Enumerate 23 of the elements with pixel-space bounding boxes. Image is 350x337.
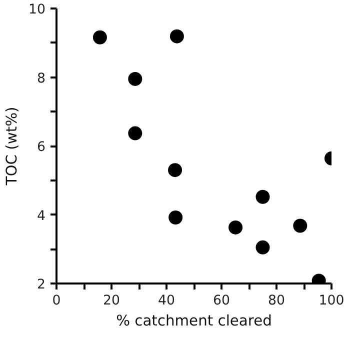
point	[170, 29, 184, 44]
point	[128, 72, 142, 86]
x-axis-title: % catchment cleared	[116, 312, 272, 330]
point	[293, 218, 308, 233]
x-tick-label: 100	[318, 294, 344, 308]
x-tick-label: 40	[158, 294, 175, 308]
point	[256, 190, 270, 204]
y-tick-label: 8	[37, 71, 46, 86]
y-axis-title: TOC (wt%)	[4, 106, 21, 186]
point	[256, 240, 270, 254]
y-tick-label: 10	[28, 2, 46, 18]
point	[92, 30, 107, 44]
point	[228, 220, 243, 234]
y-tick-label: 6	[37, 140, 46, 155]
point	[168, 163, 182, 178]
x-tick-label: 60	[213, 294, 230, 308]
x-tick-label: 20	[103, 294, 120, 308]
y-tick-label: 2	[37, 278, 46, 292]
point	[128, 126, 142, 140]
x-tick-label: 0	[52, 294, 61, 308]
y-tick-label: 4	[37, 208, 46, 224]
point	[168, 210, 183, 224]
x-tick-label: 80	[268, 294, 285, 308]
